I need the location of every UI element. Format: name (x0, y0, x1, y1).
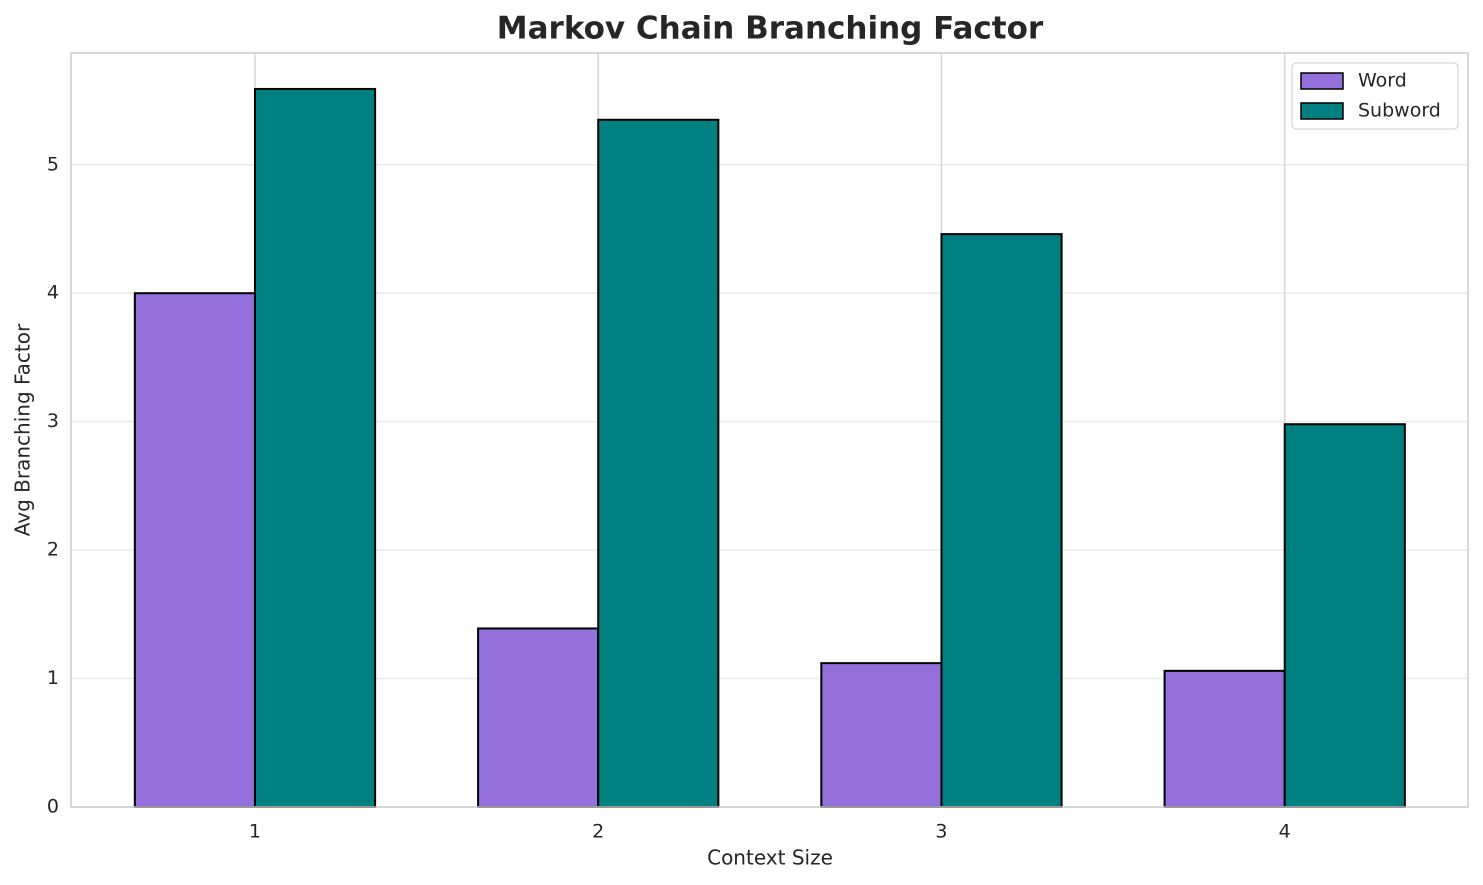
legend-swatch (1300, 72, 1344, 90)
legend-swatch (1300, 102, 1344, 120)
x-tick-label: 1 (249, 821, 261, 843)
bar (133, 292, 256, 808)
x-tick-label: 4 (1279, 821, 1291, 843)
y-tick-label: 1 (47, 667, 59, 689)
bar (820, 662, 943, 808)
bar (253, 87, 377, 808)
y-tick-label: 3 (47, 410, 59, 432)
plot-frame (70, 52, 1469, 808)
legend-label: Subword (1358, 100, 1441, 122)
x-tick-label: 3 (935, 821, 947, 843)
bar (477, 627, 600, 808)
chart-title: Markov Chain Branching Factor (497, 11, 1044, 47)
y-tick-label: 5 (47, 153, 59, 175)
bar (940, 233, 1063, 808)
x-axis-label: Context Size (707, 846, 833, 870)
bar (597, 118, 720, 808)
bar (1163, 669, 1286, 808)
legend-label: Word (1358, 70, 1407, 92)
bar (1283, 423, 1406, 808)
y-tick-label: 0 (47, 796, 59, 818)
y-tick-label: 2 (47, 539, 59, 561)
y-tick-label: 4 (47, 282, 59, 304)
y-axis-label: Avg Branching Factor (11, 323, 35, 536)
x-tick-label: 2 (592, 821, 604, 843)
